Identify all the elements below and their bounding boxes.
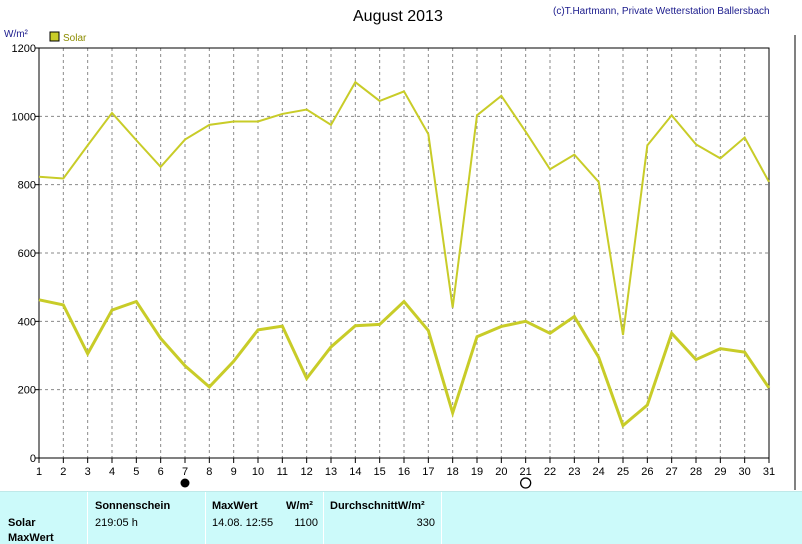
legend-label-solar: Solar	[63, 33, 87, 44]
y-tick-label: 800	[18, 180, 36, 192]
max-datetime-value: 14.08. 12:55	[212, 517, 274, 529]
x-tick-label: 26	[641, 466, 653, 478]
y-tick-label: 1200	[12, 43, 36, 55]
header-average: DurchschnittW/m²	[330, 500, 425, 512]
x-tick-label: 5	[133, 466, 139, 478]
new-moon-icon	[180, 478, 190, 488]
sunshine-value: 219:05 h	[95, 517, 138, 529]
data-series	[38, 80, 771, 429]
axis-ticks	[35, 47, 770, 463]
x-tick-label: 14	[349, 466, 361, 478]
header-maxwert: MaxWert	[212, 500, 258, 512]
column-separator	[441, 492, 442, 544]
legend-swatch-solar	[49, 31, 60, 42]
x-tick-label: 3	[85, 466, 91, 478]
copyright-text: (c)T.Hartmann, Private Wetterstation Bal…	[553, 6, 770, 17]
solar-chart: August 2013 (c)T.Hartmann, Private Wette…	[4, 6, 796, 490]
y-axis-unit: W/m²	[4, 29, 29, 40]
x-tick-label: 20	[495, 466, 507, 478]
x-tick-label: 4	[109, 466, 115, 478]
x-tick-label: 9	[231, 466, 237, 478]
moon-phases	[180, 477, 532, 489]
row-label-solar: Solar	[8, 517, 36, 529]
x-tick-label: 1	[36, 466, 42, 478]
plot-frame	[38, 47, 770, 459]
series-line-solar-mean	[38, 298, 771, 429]
max-value: 1100	[294, 517, 318, 529]
y-tick-label: 200	[18, 385, 36, 397]
y-tick-label: 0	[30, 453, 36, 465]
x-tick-label: 11	[277, 466, 288, 478]
x-tick-label: 27	[666, 466, 678, 478]
row-label-maxwert: MaxWert	[8, 532, 54, 544]
y-tick-label: 400	[18, 316, 36, 328]
x-tick-label: 13	[325, 466, 337, 478]
x-tick-label: 18	[447, 466, 459, 478]
x-tick-label: 25	[617, 466, 629, 478]
x-tick-label: 31	[763, 466, 775, 478]
column-separator	[87, 492, 88, 544]
y-tick-label: 600	[18, 248, 36, 260]
x-tick-label: 21	[520, 466, 532, 478]
x-tick-label: 12	[301, 466, 313, 478]
average-value: 330	[416, 517, 435, 529]
tick-labels: 1 2 3 4 5 6 7 8 9 10 11 12 13 14 15 16 17 18 19 20 21 22 23 24 2…	[12, 43, 776, 478]
x-tick-label: 15	[374, 466, 386, 478]
x-tick-label: 10	[252, 466, 264, 478]
grid-lines	[39, 48, 769, 458]
x-tick-label: 29	[714, 466, 726, 478]
column-separator	[323, 492, 324, 544]
summary-table: Sonnenschein MaxWert W/m² DurchschnittW/…	[0, 491, 802, 544]
chart-title: August 2013	[353, 8, 443, 25]
x-tick-label: 7	[182, 466, 188, 478]
x-tick-label: 22	[544, 466, 556, 478]
x-tick-label: 19	[471, 466, 483, 478]
x-tick-label: 2	[60, 466, 66, 478]
y-tick-label: 1000	[12, 111, 36, 123]
x-tick-label: 16	[398, 466, 410, 478]
header-maxwert-unit: W/m²	[286, 500, 313, 512]
header-sunshine: Sonnenschein	[95, 500, 171, 512]
x-tick-label: 6	[158, 466, 164, 478]
x-tick-label: 17	[422, 466, 434, 478]
x-tick-label: 23	[568, 466, 580, 478]
column-separator	[205, 492, 206, 544]
series-line-solar-max	[38, 80, 770, 336]
x-tick-label: 30	[739, 466, 751, 478]
x-tick-label: 28	[690, 466, 702, 478]
full-moon-icon	[520, 477, 532, 489]
x-tick-label: 8	[206, 466, 212, 478]
x-tick-label: 24	[593, 466, 605, 478]
